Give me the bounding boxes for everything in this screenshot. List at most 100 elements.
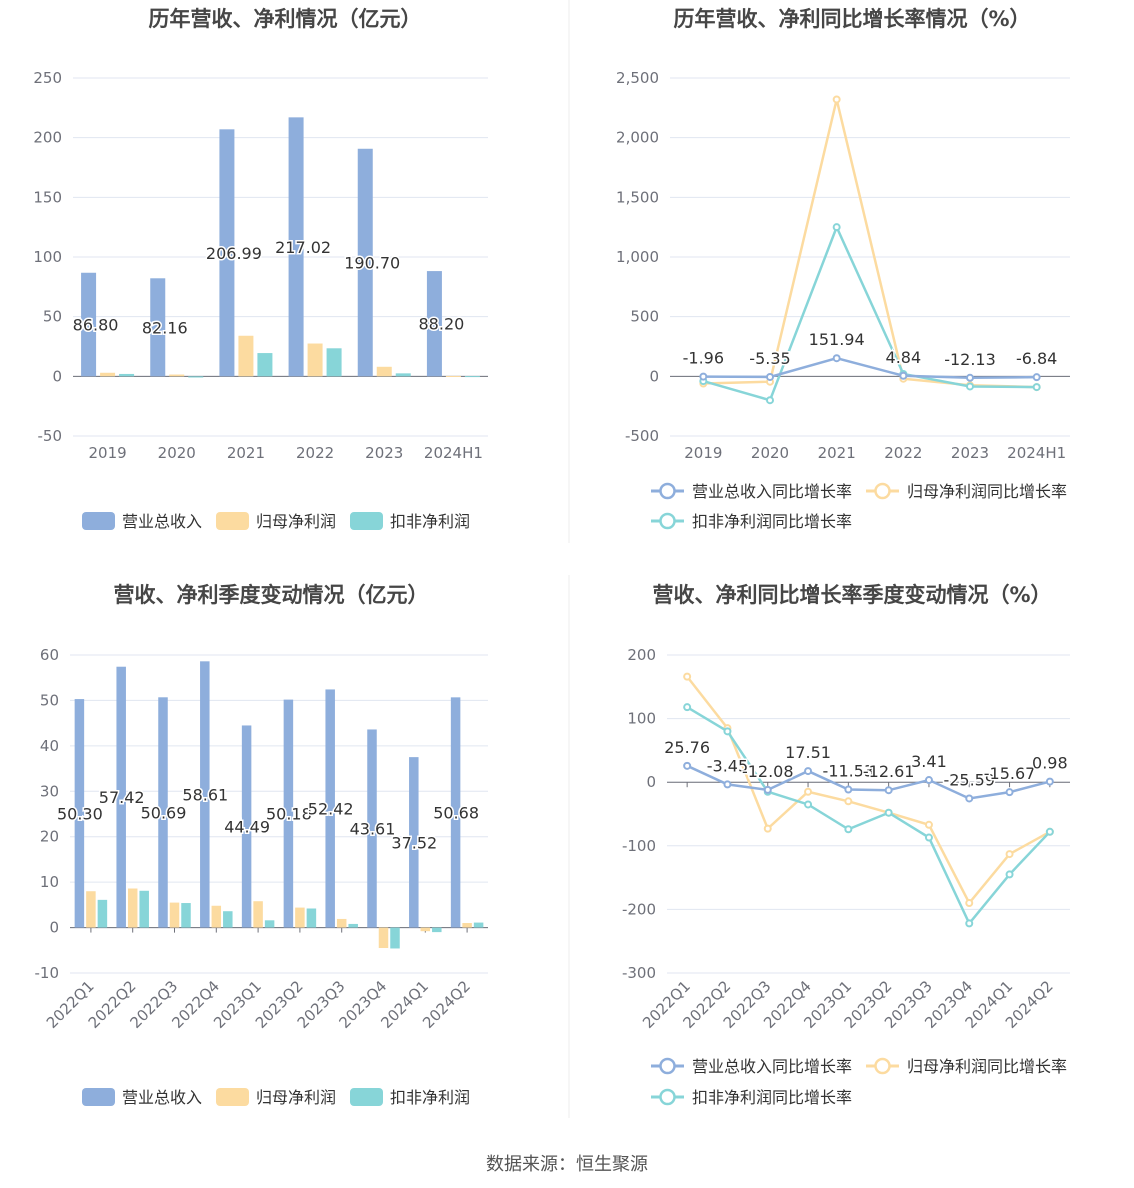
chart-title: 营收、净利同比增长率季度变动情况（%）	[652, 583, 1051, 607]
x-tick-label: 2020	[158, 444, 196, 462]
line-point	[1032, 383, 1041, 392]
bar-net-profit	[211, 905, 222, 928]
bar-net-profit	[376, 366, 392, 377]
bar-deducted-profit	[257, 353, 273, 377]
data-label: 4.84	[886, 348, 922, 367]
y-tick-label: 30	[40, 782, 59, 800]
y-tick-label: -100	[622, 837, 656, 855]
data-label: 0.98	[1032, 754, 1068, 773]
line-point	[766, 396, 774, 405]
y-tick-label: -500	[625, 427, 659, 445]
bar-deducted-profit	[395, 373, 411, 377]
bar-net-profit	[307, 343, 323, 377]
data-label: 37.52	[391, 833, 437, 852]
bar-net-profit	[86, 891, 96, 928]
y-tick-label: 0	[52, 367, 62, 385]
y-tick-label: -300	[622, 964, 656, 982]
line-point	[966, 373, 974, 382]
chart-title: 历年营收、净利同比增长率情况（%）	[673, 7, 1030, 31]
bar-deducted-profit	[464, 376, 480, 378]
y-tick-label: 500	[630, 308, 659, 326]
legend-label: 归母净利润	[256, 1088, 336, 1107]
bar-net-profit	[445, 375, 461, 377]
legend-label: 营业总收入	[122, 512, 202, 531]
data-label: 52.42	[308, 800, 354, 819]
legend-marker	[659, 1057, 676, 1075]
legend-swatch	[350, 512, 383, 530]
line-point	[965, 919, 974, 928]
bar-revenue	[200, 661, 210, 928]
legend-swatch	[82, 512, 115, 530]
line-revenue-growth	[686, 764, 1051, 800]
data-label: -5.35	[749, 349, 790, 368]
data-label: 82.16	[142, 318, 188, 337]
bar-net-profit	[295, 907, 305, 928]
y-tick-label: 20	[40, 828, 59, 846]
data-label: -6.84	[1016, 349, 1057, 368]
data-source-note: 数据来源：恒生聚源	[486, 1154, 648, 1175]
y-tick-label: 0	[649, 367, 659, 385]
line-point	[1005, 850, 1014, 859]
bar-revenue	[241, 725, 252, 928]
legend-marker	[659, 512, 676, 530]
legend-label: 扣非净利润	[390, 512, 470, 531]
bar-deducted-profit	[473, 922, 484, 928]
legend-label: 归母净利润同比增长率	[907, 1057, 1067, 1076]
data-label: 43.61	[350, 820, 396, 839]
data-label: -3.45	[707, 756, 748, 775]
y-tick-label: 100	[33, 248, 62, 266]
line-point	[804, 800, 813, 809]
y-tick-label: 2,500	[616, 69, 659, 87]
legend-marker	[874, 482, 891, 500]
x-tick-label: 2023	[365, 444, 403, 462]
bar-deducted-profit	[188, 376, 204, 378]
x-tick-label: 2022	[296, 444, 334, 462]
line-point	[723, 780, 732, 789]
line-point	[1032, 373, 1041, 382]
legend-label: 扣非净利润同比增长率	[692, 1088, 852, 1107]
line-point	[683, 761, 692, 770]
line-point	[844, 785, 853, 794]
chart-panel-2: 历年营收、净利同比增长率情况（%） -500 0 500 1,000 1,500 2,000…	[616, 7, 1070, 531]
line-point	[1045, 777, 1054, 786]
bar-revenue	[367, 729, 377, 928]
line-point	[1045, 827, 1054, 836]
data-label: 50.68	[433, 803, 479, 822]
y-tick-label: 50	[40, 691, 59, 709]
bar-deducted-profit	[119, 373, 135, 377]
line-point	[924, 833, 933, 842]
data-label: 50.69	[141, 803, 187, 822]
line-deducted-profit-growth	[686, 706, 1051, 926]
x-tick-label: 2019	[684, 444, 722, 462]
data-label: 50.30	[57, 804, 103, 823]
bar-deducted-profit	[326, 348, 342, 377]
y-tick-label: -50	[38, 427, 63, 445]
bar-deducted-profit	[390, 927, 400, 949]
bar-net-profit	[378, 927, 389, 949]
line-point	[832, 223, 841, 232]
data-label: 206.99	[206, 244, 262, 263]
bar-net-profit	[127, 888, 138, 928]
bar-deducted-profit	[432, 927, 442, 933]
data-label: 25.76	[664, 738, 710, 757]
x-tick-label: 2021	[818, 444, 856, 462]
x-tick-label: 2021	[227, 444, 265, 462]
y-tick-label: 50	[43, 308, 62, 326]
bar-revenue	[283, 699, 294, 928]
chart-panel-4: 营收、净利同比增长率季度变动情况（%）-300-200-100010020020…	[622, 583, 1070, 1107]
data-label: -25.59	[943, 770, 995, 789]
legend-label: 归母净利润同比增长率	[907, 482, 1067, 501]
y-tick-label: 150	[33, 188, 62, 206]
line-point	[924, 776, 933, 785]
legend-marker	[659, 482, 676, 500]
bar-revenue	[219, 129, 235, 377]
legend-label: 扣非净利润	[390, 1088, 470, 1107]
line-point	[766, 372, 774, 381]
x-tick-label: 2020	[751, 444, 789, 462]
legend-label: 营业总收入同比增长率	[692, 482, 852, 501]
line-point	[884, 808, 893, 817]
bar-revenue	[409, 757, 419, 928]
bar-net-profit	[169, 902, 180, 928]
x-tick-label: 2019	[88, 444, 126, 462]
